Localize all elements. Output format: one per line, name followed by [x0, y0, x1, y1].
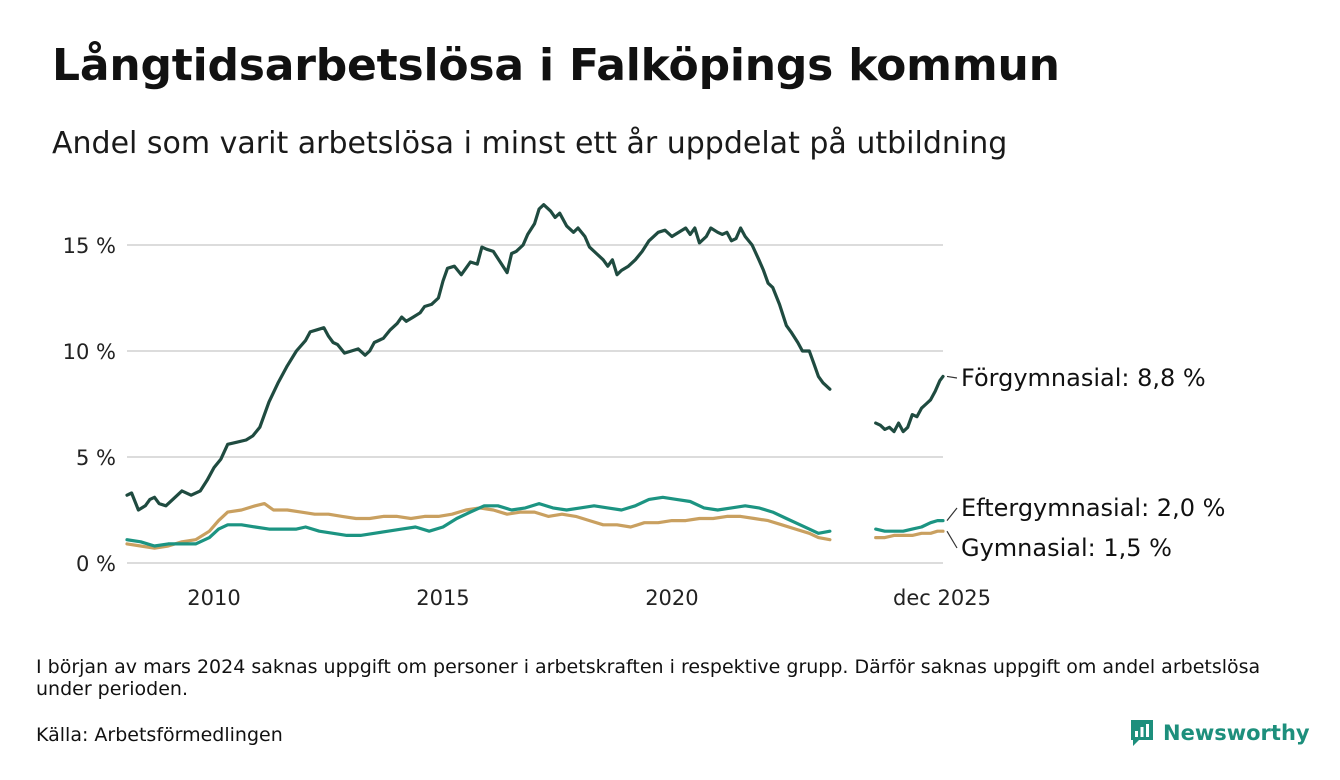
gridlines — [127, 244, 943, 564]
series-labels: Förgymnasial: 8,8 % Eftergymnasial: 2,0 %… — [961, 364, 1225, 562]
x-tick-label: dec 2025 — [893, 586, 991, 610]
x-axis-labels: 2010 2015 2020 dec 2025 — [187, 586, 991, 610]
line-chart: 0 % 5 % 10 % 15 % 2010 2015 2020 dec 2025 Förg… — [63, 203, 1225, 610]
y-axis-labels: 0 % 5 % 10 % 15 % — [63, 234, 116, 576]
chart-subtitle: Andel som varit arbetslösa i minst ett å… — [52, 126, 1008, 161]
y-tick-label: 5 % — [76, 446, 116, 470]
x-tick-label: 2020 — [645, 586, 698, 610]
series-line-förgymnasial — [125, 203, 832, 512]
leader-line — [946, 375, 958, 379]
x-tick-label: 2015 — [416, 586, 469, 610]
series-label-förgymnasial: Förgymnasial: 8,8 % — [961, 364, 1206, 392]
series-line-eftergymnasial — [125, 495, 832, 548]
x-tick-label: 2010 — [187, 586, 240, 610]
y-tick-label: 0 % — [76, 552, 116, 576]
series-line-eftergymnasial — [874, 519, 945, 533]
series-label-gymnasial: Gymnasial: 1,5 % — [961, 534, 1172, 562]
brand-logo[interactable]: Newsworthy — [1129, 718, 1310, 748]
y-tick-label: 15 % — [63, 234, 116, 258]
chart-title: Långtidsarbetslösa i Falköpings kommun — [52, 40, 1060, 91]
series-line-gymnasial — [125, 502, 832, 550]
source-credit: Källa: Arbetsförmedlingen — [36, 724, 283, 746]
label-leaders — [946, 375, 958, 549]
series-lines — [125, 203, 945, 550]
y-tick-label: 10 % — [63, 340, 116, 364]
newsworthy-logo-icon — [1131, 720, 1153, 746]
series-label-eftergymnasial: Eftergymnasial: 2,0 % — [961, 494, 1225, 522]
leader-line — [946, 507, 958, 521]
series-line-förgymnasial — [874, 374, 945, 434]
series-line-gymnasial — [874, 529, 945, 540]
footnote: I början av mars 2024 saknas uppgift om … — [36, 656, 1261, 700]
brand-name: Newsworthy — [1163, 721, 1310, 745]
leader-line — [946, 530, 958, 549]
